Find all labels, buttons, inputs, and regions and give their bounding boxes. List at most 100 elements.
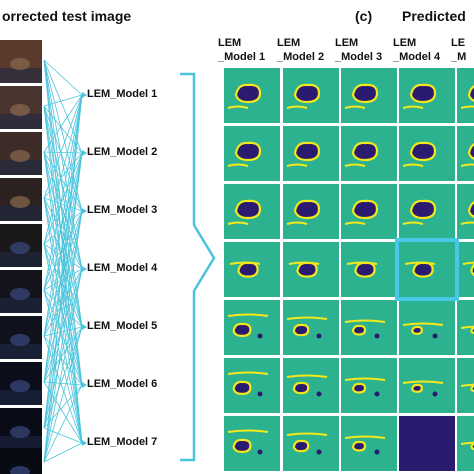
connector-line	[43, 152, 83, 383]
connector-line	[43, 268, 83, 463]
connector-line	[43, 210, 83, 291]
segment-blob	[296, 261, 318, 278]
connector-line	[43, 94, 83, 107]
segment-blob	[411, 325, 423, 335]
edge-streak	[402, 105, 424, 109]
edge-streak	[227, 371, 269, 375]
prediction-tile	[457, 126, 474, 181]
test-image-thumbnail	[0, 132, 42, 176]
segment-dot	[374, 333, 380, 339]
edge-streak	[227, 221, 249, 225]
prediction-tile	[341, 68, 397, 123]
edge-streak	[344, 163, 366, 167]
connector-line	[43, 94, 83, 383]
prediction-tile	[283, 126, 339, 181]
edge-streak	[402, 322, 444, 326]
connector-line	[43, 210, 83, 337]
segment-blob	[292, 381, 310, 395]
edge-streak	[286, 163, 308, 167]
model-label: LEM_Model 5	[87, 320, 158, 332]
segment-blob	[232, 322, 252, 338]
column-header: LEM _Model 3	[335, 36, 382, 64]
connector-line	[43, 210, 83, 429]
segment-dot	[432, 333, 438, 339]
connector-arrowhead	[82, 440, 87, 446]
segment-blob	[409, 199, 437, 220]
segment-dot	[316, 449, 322, 455]
segment-blob	[470, 442, 474, 451]
column-header: LEM _Model 1	[218, 36, 265, 64]
prediction-tile	[457, 300, 474, 355]
model-label: LEM_Model 6	[87, 378, 158, 390]
edge-streak	[460, 221, 474, 225]
prediction-tile	[283, 300, 339, 355]
prediction-tile	[341, 242, 397, 297]
column-header-line1: LEM	[277, 37, 301, 49]
test-image-thumbnail	[0, 362, 42, 406]
output-brace	[180, 72, 216, 462]
edge-streak	[229, 261, 261, 265]
prediction-tile	[224, 300, 280, 355]
connector-arrowhead	[82, 266, 87, 272]
model-label: LEM_Model 3	[87, 204, 158, 216]
prediction-tile	[224, 242, 280, 297]
edge-streak	[460, 441, 474, 445]
connector-line	[43, 105, 83, 270]
segment-dot	[257, 333, 263, 339]
edge-streak	[344, 435, 386, 439]
edge-streak	[460, 105, 474, 109]
model-label: LEM_Model 4	[87, 262, 158, 274]
edge-streak	[346, 261, 378, 265]
connector-line	[43, 94, 83, 429]
segment-dot	[374, 391, 380, 397]
segment-blob	[354, 261, 376, 278]
edge-streak	[227, 313, 269, 317]
highlight-box	[395, 238, 459, 301]
prediction-tile	[224, 416, 280, 471]
model-label: LEM_Model 2	[87, 146, 158, 158]
connector-line	[43, 59, 83, 212]
segment-blob	[409, 141, 437, 162]
segment-blob	[351, 199, 379, 220]
segment-blob	[470, 384, 474, 393]
segment-blob	[467, 201, 474, 218]
edge-streak	[402, 163, 424, 167]
connector-line	[43, 152, 83, 291]
segment-blob	[234, 141, 262, 162]
prediction-tile	[283, 242, 339, 297]
column-header-line1: LEM	[335, 37, 359, 49]
right-heading: Predicted	[402, 8, 466, 24]
prediction-tile	[457, 184, 474, 239]
prediction-tile	[399, 300, 455, 355]
prediction-tile	[283, 416, 339, 471]
connector-line	[43, 442, 83, 463]
column-header: LE _M	[451, 36, 466, 64]
connector-line	[43, 152, 83, 245]
segment-dot	[316, 333, 322, 339]
connector-line	[43, 210, 83, 245]
connector-lines	[43, 59, 87, 463]
segment-blob	[351, 141, 379, 162]
prediction-tile	[457, 242, 474, 297]
segment-blob	[411, 383, 423, 393]
connector-line	[43, 197, 83, 212]
connector-line	[43, 152, 83, 463]
segment-blob	[232, 380, 252, 396]
edge-streak	[286, 105, 308, 109]
test-image-thumbnail	[0, 86, 42, 130]
prediction-tile	[341, 126, 397, 181]
prediction-tile	[283, 358, 339, 413]
segment-blob	[351, 382, 367, 394]
connector-line	[43, 94, 83, 199]
connector-line	[43, 94, 83, 245]
column-header-line1: LE	[451, 37, 466, 49]
prediction-tile	[224, 68, 280, 123]
segment-blob	[351, 324, 367, 336]
edge-streak	[404, 261, 436, 265]
connector-line	[43, 268, 83, 383]
connector-line	[43, 210, 83, 383]
prediction-tile	[341, 358, 397, 413]
prediction-tile	[341, 300, 397, 355]
connector-arrowhead	[82, 150, 87, 156]
